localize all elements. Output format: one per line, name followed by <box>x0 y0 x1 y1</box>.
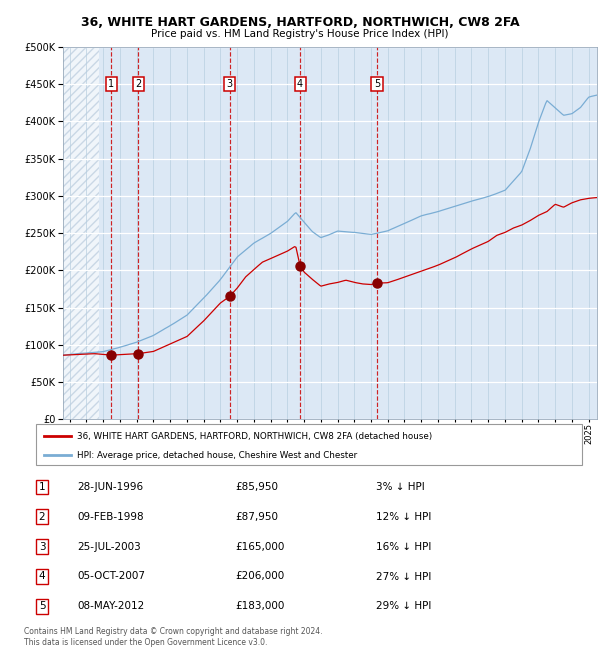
Text: 05-OCT-2007: 05-OCT-2007 <box>77 571 146 582</box>
Text: £165,000: £165,000 <box>235 541 285 552</box>
Text: 29% ↓ HPI: 29% ↓ HPI <box>377 601 432 612</box>
Text: 28-JUN-1996: 28-JUN-1996 <box>77 482 144 492</box>
Bar <box>63 47 99 419</box>
Text: 4: 4 <box>39 571 46 582</box>
Text: Contains HM Land Registry data © Crown copyright and database right 2024.
This d: Contains HM Land Registry data © Crown c… <box>24 627 323 647</box>
Text: 27% ↓ HPI: 27% ↓ HPI <box>377 571 432 582</box>
Text: 16% ↓ HPI: 16% ↓ HPI <box>377 541 432 552</box>
Text: £87,950: £87,950 <box>235 512 278 522</box>
Text: 1: 1 <box>39 482 46 492</box>
Text: 1: 1 <box>109 79 115 89</box>
Text: 2: 2 <box>39 512 46 522</box>
Text: 3% ↓ HPI: 3% ↓ HPI <box>377 482 425 492</box>
Text: 5: 5 <box>374 79 380 89</box>
Text: 3: 3 <box>227 79 233 89</box>
Text: £183,000: £183,000 <box>235 601 285 612</box>
Text: 08-MAY-2012: 08-MAY-2012 <box>77 601 145 612</box>
Text: £85,950: £85,950 <box>235 482 278 492</box>
Text: 36, WHITE HART GARDENS, HARTFORD, NORTHWICH, CW8 2FA (detached house): 36, WHITE HART GARDENS, HARTFORD, NORTHW… <box>77 432 432 441</box>
Text: 09-FEB-1998: 09-FEB-1998 <box>77 512 144 522</box>
Text: 2: 2 <box>136 79 142 89</box>
Text: Price paid vs. HM Land Registry's House Price Index (HPI): Price paid vs. HM Land Registry's House … <box>151 29 449 38</box>
Text: 4: 4 <box>297 79 303 89</box>
Text: 12% ↓ HPI: 12% ↓ HPI <box>377 512 432 522</box>
Text: 3: 3 <box>39 541 46 552</box>
Text: 25-JUL-2003: 25-JUL-2003 <box>77 541 142 552</box>
Text: HPI: Average price, detached house, Cheshire West and Chester: HPI: Average price, detached house, Ches… <box>77 451 357 460</box>
Text: 36, WHITE HART GARDENS, HARTFORD, NORTHWICH, CW8 2FA: 36, WHITE HART GARDENS, HARTFORD, NORTHW… <box>80 16 520 29</box>
Text: 5: 5 <box>39 601 46 612</box>
Text: £206,000: £206,000 <box>235 571 285 582</box>
